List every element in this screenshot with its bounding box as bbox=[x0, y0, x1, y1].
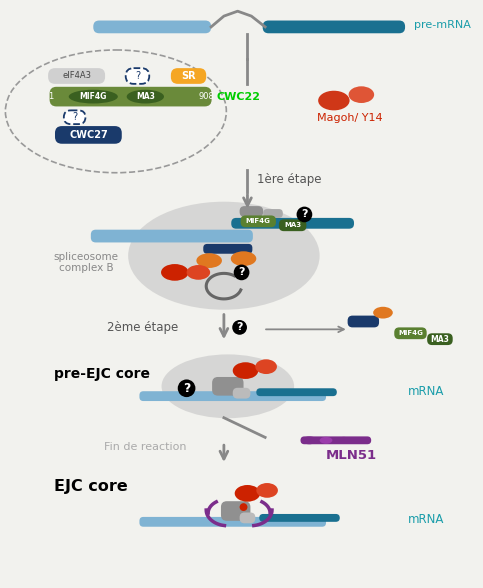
FancyBboxPatch shape bbox=[48, 68, 105, 84]
Text: mRNA: mRNA bbox=[408, 513, 444, 526]
Text: ?: ? bbox=[72, 112, 77, 122]
FancyBboxPatch shape bbox=[233, 387, 250, 399]
Text: 908: 908 bbox=[199, 92, 214, 101]
FancyBboxPatch shape bbox=[394, 328, 426, 339]
Ellipse shape bbox=[127, 90, 164, 103]
FancyBboxPatch shape bbox=[140, 391, 326, 401]
Circle shape bbox=[234, 265, 249, 280]
FancyBboxPatch shape bbox=[348, 316, 379, 328]
FancyBboxPatch shape bbox=[240, 206, 263, 217]
FancyBboxPatch shape bbox=[93, 21, 211, 34]
FancyBboxPatch shape bbox=[50, 87, 212, 106]
Text: MLN51: MLN51 bbox=[326, 449, 377, 462]
Circle shape bbox=[178, 379, 196, 397]
FancyBboxPatch shape bbox=[212, 377, 243, 396]
Ellipse shape bbox=[161, 355, 294, 418]
FancyBboxPatch shape bbox=[221, 501, 250, 521]
FancyBboxPatch shape bbox=[126, 68, 149, 84]
Ellipse shape bbox=[128, 202, 320, 310]
Circle shape bbox=[240, 503, 247, 511]
Ellipse shape bbox=[69, 90, 118, 103]
Text: MA3: MA3 bbox=[136, 92, 155, 101]
Ellipse shape bbox=[186, 265, 210, 280]
FancyBboxPatch shape bbox=[240, 513, 256, 523]
FancyBboxPatch shape bbox=[300, 436, 371, 445]
Text: ?: ? bbox=[236, 322, 243, 332]
Text: eIF4A3: eIF4A3 bbox=[62, 72, 91, 81]
Ellipse shape bbox=[349, 86, 374, 103]
FancyBboxPatch shape bbox=[64, 111, 85, 124]
Text: 1: 1 bbox=[48, 92, 54, 101]
Text: spliceosome
complex B: spliceosome complex B bbox=[54, 252, 119, 273]
FancyBboxPatch shape bbox=[55, 126, 122, 143]
Ellipse shape bbox=[256, 359, 277, 374]
FancyBboxPatch shape bbox=[279, 219, 306, 231]
FancyBboxPatch shape bbox=[140, 517, 326, 527]
Ellipse shape bbox=[231, 251, 256, 266]
FancyBboxPatch shape bbox=[259, 514, 340, 522]
Text: Magoh/ Y14: Magoh/ Y14 bbox=[317, 113, 383, 123]
Ellipse shape bbox=[233, 362, 258, 379]
Text: mRNA: mRNA bbox=[408, 385, 444, 397]
Ellipse shape bbox=[235, 485, 260, 502]
Text: MIF4G: MIF4G bbox=[246, 218, 270, 225]
FancyBboxPatch shape bbox=[241, 215, 276, 227]
Ellipse shape bbox=[320, 437, 332, 444]
Ellipse shape bbox=[318, 91, 350, 111]
Text: 1ère étape: 1ère étape bbox=[257, 173, 322, 186]
Ellipse shape bbox=[256, 483, 278, 498]
Text: EJC core: EJC core bbox=[54, 479, 128, 494]
Circle shape bbox=[297, 206, 313, 222]
FancyBboxPatch shape bbox=[231, 218, 354, 229]
Text: Fin de reaction: Fin de reaction bbox=[104, 442, 186, 452]
FancyBboxPatch shape bbox=[203, 244, 253, 254]
FancyBboxPatch shape bbox=[427, 333, 453, 345]
FancyBboxPatch shape bbox=[263, 209, 283, 218]
Ellipse shape bbox=[301, 436, 317, 445]
Text: MA3: MA3 bbox=[284, 222, 301, 228]
Ellipse shape bbox=[337, 437, 350, 444]
Text: pre-EJC core: pre-EJC core bbox=[54, 366, 150, 380]
Text: ?: ? bbox=[238, 268, 245, 278]
Text: MIF4G: MIF4G bbox=[80, 92, 107, 101]
Text: CWC27: CWC27 bbox=[69, 130, 108, 140]
Text: ?: ? bbox=[183, 382, 190, 395]
Text: 2ème étape: 2ème étape bbox=[108, 321, 179, 334]
FancyBboxPatch shape bbox=[256, 388, 337, 396]
FancyBboxPatch shape bbox=[263, 21, 405, 34]
Text: CWC22: CWC22 bbox=[216, 92, 260, 102]
Text: ?: ? bbox=[135, 71, 140, 81]
Text: MIF4G: MIF4G bbox=[398, 330, 423, 336]
Text: MA3: MA3 bbox=[430, 335, 449, 343]
Text: SR: SR bbox=[181, 71, 196, 81]
Text: ?: ? bbox=[301, 209, 308, 219]
Ellipse shape bbox=[373, 307, 393, 319]
Text: pre-mRNA: pre-mRNA bbox=[414, 20, 471, 30]
FancyBboxPatch shape bbox=[171, 68, 206, 84]
FancyBboxPatch shape bbox=[91, 230, 253, 242]
Ellipse shape bbox=[197, 253, 222, 268]
Ellipse shape bbox=[161, 264, 188, 280]
Circle shape bbox=[232, 320, 247, 335]
